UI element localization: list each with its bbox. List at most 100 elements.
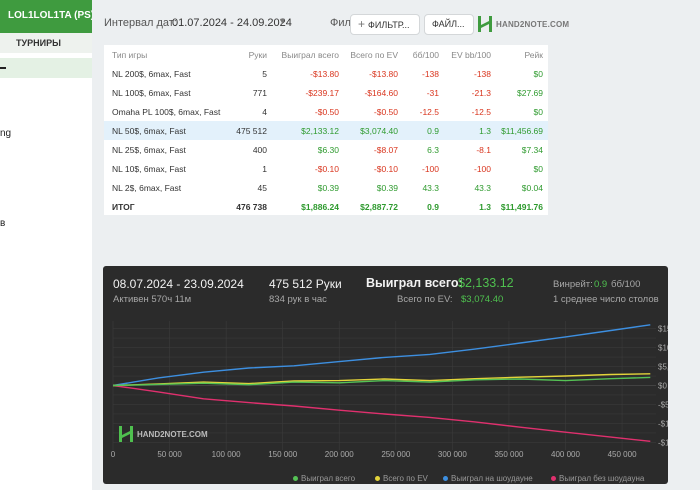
ev-cell: $0.39 [376,182,398,193]
bb100-cell: 0.9 [403,121,444,140]
column-header[interactable]: EV bb/100 [451,49,491,60]
stats-table-panel: Тип игры Руки Выиграл всего Всего по EV … [104,45,548,215]
ev-bb100-cell: -138 [473,68,491,79]
x-tick-label: 250 000 [381,450,410,459]
won-cell: -$0.50 [314,106,339,117]
rake-cell: $27.69 [517,87,543,98]
y-tick-label: $5,000 [658,363,668,372]
ev-bb100-cell: 1.3 [444,121,496,140]
table-row[interactable]: NL 25$, 6max, Fast 400 $6.30 -$8.07 6.3 … [104,140,548,159]
date-range-picker[interactable]: 01.07.2024 - 24.09.2024 [172,17,292,29]
graph-watermark-logo: HAND2NOTE.COM [119,426,208,442]
ev-bb100-cell: -21.3 [471,87,491,98]
table-row-selected[interactable]: NL 50$, 6max, Fast 475 512 $2,133.12 $3,… [104,121,548,140]
y-tick-label: $10,000 [658,344,668,353]
hand2note-logo-text: HAND2NOTE.COM [496,19,570,29]
hands-cell: 400 [252,144,267,155]
ev-bb100-cell: -8.1 [476,144,491,155]
column-header[interactable]: Тип игры [112,49,148,60]
graph-winrate-unit: бб/100 [611,279,641,290]
chevron-down-icon[interactable]: ▼ [278,16,287,26]
y-tick-label: $15,000 [658,325,668,334]
rake-cell: $0 [533,68,543,79]
ev-bb100-cell: -100 [473,163,491,174]
bb100-cell: 6.3 [427,144,439,155]
ev-bb100-cell: 43.3 [474,182,491,193]
series-line [112,376,651,387]
game-type-cell: NL 2$, 6max, Fast [112,182,182,193]
sidebar-item-active[interactable] [0,58,92,78]
toolbar: Интервал дат: 01.07.2024 - 24.09.2024 ▼ … [92,0,700,45]
sidebar-item-tournaments[interactable]: ТУРНИРЫ [0,33,92,53]
ev-bb100-cell: -12.5 [471,106,491,117]
table-row[interactable]: Omaha PL 100$, 6max, Fast 4 -$0.50 -$0.5… [104,102,548,121]
legend-label: Выиграл без шоудауна [559,474,645,483]
legend-item[interactable]: Выиграл всего [293,474,355,483]
x-tick-label: 50 000 [157,450,182,459]
legend-dot-icon [443,476,448,481]
table-row[interactable]: NL 10$, 6max, Fast 1 -$0.10 -$0.10 -100 … [104,159,548,178]
column-header[interactable]: Рейк [524,49,544,60]
legend-item[interactable]: Выиграл без шоудауна [551,474,644,483]
account-name: LOL1LOL1TA (PS) [8,10,92,21]
table-header-row: Тип игры Руки Выиграл всего Всего по EV … [104,45,548,64]
graph-hands: 475 512 Руки [269,277,342,291]
sidebar: LOL1LOL1TA (PS)▼ ТУРНИРЫ ng в [0,0,92,490]
series-line [112,373,651,387]
x-tick-label: 200 000 [325,450,354,459]
y-tick-label: -$10,000 [658,419,668,428]
account-selector[interactable]: LOL1LOL1TA (PS)▼ [0,0,92,33]
series-line [112,324,651,387]
won-cell: -$239.17 [305,87,339,98]
series-line [112,384,651,442]
plus-icon: + [358,17,366,31]
legend-item[interactable]: Всего по EV [375,474,428,483]
won-cell: $2,133.12 [272,121,344,140]
table-row[interactable]: NL 100$, 6max, Fast 771 -$239.17 -$164.6… [104,83,548,102]
sidebar-item-fragment[interactable]: ng [0,128,12,139]
bb100-cell: 43.3 [422,182,439,193]
x-tick-label: 100 000 [212,450,241,459]
graph-period: 08.07.2024 - 23.09.2024 [113,277,244,291]
rake-cell: $7.34 [521,144,543,155]
ev-cell: -$164.60 [364,87,398,98]
filter-button[interactable]: + ФИЛЬТР... [350,14,420,35]
total-ev: $2,887.72 [360,201,398,212]
hands-cell: 475 512 [232,121,272,140]
bb100-cell: -100 [421,163,439,174]
sidebar-item-fragment[interactable]: в [0,218,6,229]
ev-cell: -$13.80 [369,68,398,79]
y-tick-label: $0 [658,382,667,391]
rake-cell: $11,456.69 [496,121,548,140]
date-range-label: Интервал дат: [104,17,177,29]
table-row[interactable]: NL 200$, 6max, Fast 5 -$13.80 -$13.80 -1… [104,64,548,83]
game-type-cell: Omaha PL 100$, 6max, Fast [112,106,221,117]
file-button[interactable]: ФАЙЛ... [424,14,474,35]
legend-item[interactable]: Выиграл на шоудауне [443,474,533,483]
won-cell: $6.30 [317,144,339,155]
column-header[interactable]: бб/100 [412,49,439,60]
total-ev-bb100: 1.3 [479,201,491,212]
rake-cell: $0 [533,106,543,117]
won-cell: -$13.80 [310,68,339,79]
legend-dot-icon [293,476,298,481]
graph-winrate-value: 0.9 [594,279,608,290]
total-rake: $11,491.76 [500,201,543,212]
x-tick-label: 0 [111,450,116,459]
ev-cell: -$8.07 [373,144,398,155]
table-row[interactable]: NL 2$, 6max, Fast 45 $0.39 $0.39 43.3 43… [104,178,548,197]
y-tick-label: -$15,000 [658,438,668,447]
graph-logo-text: HAND2NOTE.COM [137,429,208,439]
column-header[interactable]: Руки [248,49,267,60]
column-header[interactable]: Выиграл всего [281,49,339,60]
game-type-cell: NL 10$, 6max, Fast [112,163,186,174]
bb100-cell: -12.5 [419,106,439,117]
game-type-cell: NL 50$, 6max, Fast [104,121,232,140]
graph-won-label: Выиграл всего: [366,276,463,290]
graph-panel: 08.07.2024 - 23.09.2024 Активен 570ч 11м… [103,266,668,484]
graph-winrate-label: Винрейт: [553,279,593,290]
total-hands: 476 738 [236,201,267,212]
ev-cell: -$0.50 [373,106,398,117]
active-marker-icon [0,67,6,69]
column-header[interactable]: Всего по EV [350,49,398,60]
